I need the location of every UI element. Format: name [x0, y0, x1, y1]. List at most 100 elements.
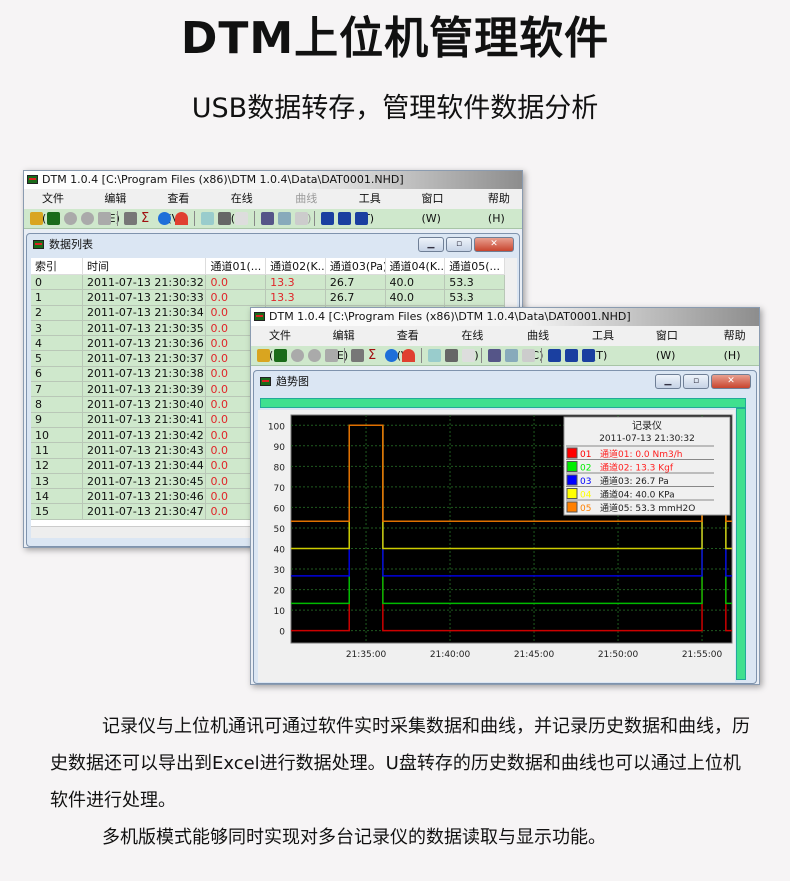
paragraph-text: 多机版模式能够同时实现对多台记录仪的数据读取与显示功能。 — [102, 827, 606, 848]
menu-item[interactable]: 在线(O) — [230, 192, 253, 225]
tile-vertical-icon[interactable] — [355, 212, 368, 225]
window-title-bar[interactable]: DTM 1.0.4 [C:\Program Files (x86)\DTM 1.… — [24, 171, 522, 189]
record-icon[interactable] — [81, 212, 94, 225]
close-button[interactable]: ✕ — [711, 374, 751, 389]
menu-item[interactable]: 帮助(H) — [487, 192, 510, 225]
chart-icon[interactable] — [47, 212, 60, 225]
table-cell: 15 — [31, 503, 83, 520]
legend-swatch — [566, 474, 578, 486]
menu-item[interactable]: 编辑(E) — [104, 192, 127, 225]
table-row[interactable]: 0 2011-07-13 21:30:32 0.0 13.3 26.7 40.0 53.3 — [31, 274, 505, 291]
menu-item[interactable]: 工具(T) — [591, 329, 614, 362]
menu-item[interactable]: 窗口(W) — [655, 329, 678, 362]
column-header[interactable]: 索引 — [31, 258, 83, 275]
child-title-bar[interactable]: 趋势图 ▁ ▫ ✕ — [254, 371, 756, 393]
gauge-icon[interactable] — [175, 212, 188, 225]
column-header[interactable]: 通道04(K... — [385, 258, 446, 275]
column-header[interactable]: 通道05(... — [444, 258, 505, 275]
legend-id: 04 — [580, 491, 592, 501]
menu-item[interactable]: 在线(O) — [461, 329, 484, 362]
export-icon[interactable] — [428, 349, 441, 362]
copy-icon[interactable] — [261, 212, 274, 225]
zoom-in-icon[interactable] — [505, 349, 518, 362]
x-tick-label: 21:40:00 — [430, 650, 471, 660]
column-header[interactable]: 通道02(K... — [265, 258, 326, 275]
restore-button[interactable]: ▫ — [446, 237, 472, 252]
print-preview-icon[interactable] — [235, 212, 248, 225]
grid-icon[interactable] — [351, 349, 364, 362]
column-header[interactable]: 通道01(... — [205, 258, 267, 275]
menu-item[interactable]: 文件(F) — [42, 192, 64, 225]
table-cell: 6 — [31, 366, 83, 383]
toolbar-separator — [254, 211, 255, 226]
info-icon[interactable] — [158, 212, 171, 225]
chart-icon[interactable] — [274, 349, 287, 362]
legend-entry-text: 通道04: 40.0 KPa — [600, 489, 675, 501]
record-icon[interactable] — [308, 349, 321, 362]
y-tick-label: 20 — [274, 587, 286, 597]
app-icon — [260, 377, 271, 386]
table-cell: 53.3 — [444, 274, 505, 291]
copy-icon[interactable] — [488, 349, 501, 362]
table-cell: 2011-07-13 21:30:33 — [82, 289, 207, 306]
tile-horizontal-icon[interactable] — [565, 349, 578, 362]
table-cell: 2011-07-13 21:30:42 — [82, 427, 207, 444]
column-header[interactable]: 时间 — [82, 258, 207, 275]
vertical-scrollbar[interactable] — [736, 408, 746, 680]
minimize-button[interactable]: ▁ — [655, 374, 681, 389]
table-row[interactable]: 1 2011-07-13 21:30:33 0.0 13.3 26.7 40.0 53.3 — [31, 289, 505, 306]
description-paragraph: 多机版模式能够同时实现对多台记录仪的数据读取与显示功能。 — [50, 819, 750, 856]
tile-horizontal-icon[interactable] — [338, 212, 351, 225]
legend-title: 记录仪 — [632, 420, 662, 432]
print-icon[interactable] — [218, 212, 231, 225]
close-button[interactable]: ✕ — [474, 237, 514, 252]
legend-entry-text: 通道05: 53.3 mmH2O — [600, 502, 695, 514]
restore-button[interactable]: ▫ — [683, 374, 709, 389]
export-icon[interactable] — [201, 212, 214, 225]
menu-item[interactable]: 帮助(H) — [723, 329, 746, 362]
tile-vertical-icon[interactable] — [582, 349, 595, 362]
menu-item[interactable]: 曲线(C) — [527, 329, 550, 362]
menu-item[interactable]: 文件(F) — [269, 329, 291, 362]
print-icon[interactable] — [445, 349, 458, 362]
child-title-bar[interactable]: 数据列表 ▁ ▫ ✕ — [27, 234, 519, 256]
menu-item[interactable]: 窗口(W) — [421, 192, 444, 225]
menu-item[interactable]: 曲线(C) — [295, 192, 318, 225]
chart-legend: 记录仪 2011-07-13 21:30:32 01 通道01: 0.0 Nm3/h 0… — [563, 416, 731, 516]
info-icon[interactable] — [385, 349, 398, 362]
horizontal-time-scrollbar[interactable] — [260, 398, 746, 408]
toolbar-separator — [344, 348, 345, 363]
stop-icon[interactable] — [98, 212, 111, 225]
cascade-icon[interactable] — [548, 349, 561, 362]
sigma-icon[interactable]: Σ — [141, 211, 150, 226]
table-cell: 13 — [31, 473, 83, 490]
column-header[interactable]: 通道03(Pa) — [325, 258, 386, 275]
zoom-in-icon[interactable] — [278, 212, 291, 225]
open-folder-icon[interactable] — [30, 212, 43, 225]
table-cell: 2011-07-13 21:30:34 — [82, 305, 207, 321]
table-cell: 2011-07-13 21:30:45 — [82, 473, 207, 490]
gauge-icon[interactable] — [402, 349, 415, 362]
zoom-out-icon[interactable] — [295, 212, 308, 225]
y-tick-label: 70 — [274, 484, 286, 494]
record-icon[interactable] — [291, 349, 304, 362]
legend-entry-text: 通道01: 0.0 Nm3/h — [600, 448, 682, 460]
table-cell: 2011-07-13 21:30:47 — [82, 503, 207, 520]
print-preview-icon[interactable] — [462, 349, 475, 362]
menu-item[interactable]: 查看(V) — [396, 329, 419, 362]
grid-icon[interactable] — [124, 212, 137, 225]
stop-icon[interactable] — [325, 349, 338, 362]
table-cell: 7 — [31, 381, 83, 398]
menu-item[interactable]: 编辑(E) — [332, 329, 355, 362]
window-title-bar[interactable]: DTM 1.0.4 [C:\Program Files (x86)\DTM 1.… — [251, 308, 759, 326]
menu-item[interactable]: 工具(T) — [358, 192, 381, 225]
table-cell: 4 — [31, 335, 83, 352]
sigma-icon[interactable]: Σ — [368, 348, 377, 363]
cascade-icon[interactable] — [321, 212, 334, 225]
table-cell: 2011-07-13 21:30:44 — [82, 458, 207, 474]
zoom-out-icon[interactable] — [522, 349, 535, 362]
open-folder-icon[interactable] — [257, 349, 270, 362]
record-icon[interactable] — [64, 212, 77, 225]
minimize-button[interactable]: ▁ — [418, 237, 444, 252]
menu-item[interactable]: 查看(V) — [167, 192, 190, 225]
